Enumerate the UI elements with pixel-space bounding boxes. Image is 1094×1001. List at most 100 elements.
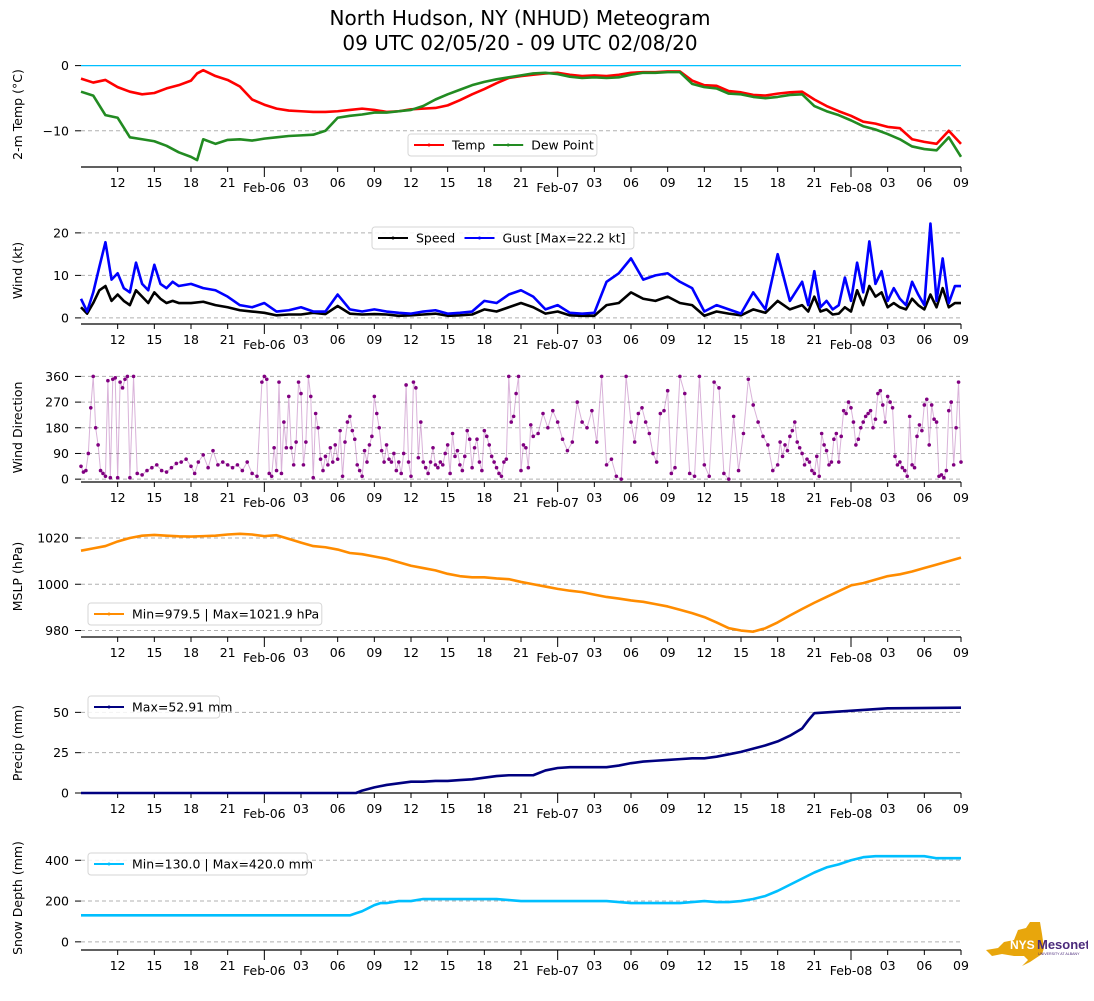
wind-direction-point: [829, 460, 834, 464]
temp-xtick-label: 15: [440, 175, 456, 190]
wind-direction-point: [448, 471, 452, 476]
temp-xtick-label: 09: [660, 175, 676, 190]
wind-direction-point: [939, 473, 944, 477]
wind-direction-point: [443, 451, 448, 456]
precip-xtick-label: 12: [696, 801, 712, 816]
wind-direction-point: [805, 457, 809, 461]
wind-direction-point: [770, 468, 775, 473]
precip-xtick-label: 21: [220, 801, 236, 816]
logo-sub-text: UNIVERSITY AT ALBANY: [1038, 952, 1080, 956]
wind-direction-point: [665, 388, 670, 393]
wind-direction-point: [159, 468, 164, 473]
wind-direction-point: [362, 448, 367, 453]
wind-direction-point: [321, 468, 325, 473]
wind-direction-point: [418, 420, 423, 424]
wind-direction-point: [814, 454, 819, 459]
wind-direction-point: [832, 437, 836, 441]
wind-direction-point: [421, 460, 426, 464]
precip-ytick-label: 50: [53, 705, 69, 720]
wind-xtick-label: 09: [953, 332, 969, 347]
wind-direction-point: [526, 465, 531, 470]
mslp-legend-box: [87, 602, 323, 626]
temp-xtick-label: 21: [806, 175, 822, 190]
wind-direction-point: [115, 475, 120, 480]
wind-direction-point: [797, 445, 802, 450]
wdir-xtick-label: 21: [220, 490, 236, 505]
wind-direction-point: [308, 394, 313, 399]
snow-ytick-label: 200: [45, 894, 69, 909]
wind-xtick-label: 03: [293, 332, 309, 347]
wind-direction-point: [169, 465, 174, 470]
wind-direction-point: [120, 386, 125, 390]
precip-ylabel: Precip (mm): [10, 705, 25, 781]
wind-direction-point: [264, 377, 269, 382]
wdir-xtick-label: 09: [953, 490, 969, 505]
snow-xtick-label: 15: [146, 958, 162, 973]
wind-direction-point: [807, 460, 812, 464]
wind-xtick-label: 06: [330, 332, 346, 347]
wind-direction-point: [893, 454, 897, 459]
wind-direction-point: [509, 420, 514, 424]
snow-xtick-label: 12: [403, 958, 419, 973]
wind-direction-point: [304, 440, 308, 444]
mslp-xtick-label: 03: [586, 645, 602, 660]
snow-xtick-label: 12: [110, 958, 126, 973]
wind-direction-point: [863, 414, 868, 419]
wind-direction-point: [514, 391, 518, 396]
wind-direction-point: [414, 386, 418, 390]
mslp-xtick-label: 12: [403, 645, 419, 660]
wind-direction-point: [929, 403, 934, 407]
wind-direction-point: [594, 440, 599, 444]
wind-direction-point: [812, 471, 817, 476]
mslp-xtick-label: Feb-08: [830, 650, 873, 665]
wind-direction-point: [662, 408, 666, 413]
wdir-xtick-label: 18: [770, 490, 786, 505]
snow-xtick-label: 03: [586, 958, 602, 973]
precip-xtick-label: 09: [366, 801, 382, 816]
snow-xtick-label: 21: [220, 958, 236, 973]
wind-direction-point: [269, 474, 274, 479]
wind-direction-point: [792, 420, 797, 424]
wind-direction-point: [330, 460, 335, 464]
snow-legend-box: [87, 852, 308, 876]
wind-direction-point: [673, 465, 677, 470]
wdir-xtick-label: Feb-07: [536, 495, 579, 510]
wdir-ytick-label: 0: [61, 472, 69, 487]
wind-direction-point: [348, 414, 352, 419]
wind-direction-point: [392, 451, 396, 456]
temp-series-1-line: [80, 70, 963, 162]
wind-direction-point: [580, 420, 584, 424]
wind-legend-label: Gust [Max=22.2 kt]: [503, 231, 626, 246]
wind-direction-point: [274, 468, 279, 473]
wind-direction-point: [374, 411, 379, 416]
wdir-ytick-label: 180: [45, 420, 69, 435]
temp-xtick-label: 03: [586, 175, 602, 190]
temp-xtick-label: 03: [880, 175, 896, 190]
wind-direction-point: [277, 380, 281, 384]
wind-direction-point: [340, 474, 345, 479]
wind-direction-point: [846, 400, 851, 404]
wind-direction-point: [465, 428, 470, 433]
wind-direction-point: [335, 457, 340, 461]
wind-direction-point: [546, 425, 550, 430]
wind-direction-point: [458, 463, 462, 467]
temp-xtick-label: 21: [513, 175, 529, 190]
wdir-ytick-label: 270: [45, 395, 69, 410]
wind-xtick-label: 06: [623, 332, 639, 347]
wdir-xtick-label: 21: [806, 490, 822, 505]
wind-direction-point: [910, 463, 914, 467]
wind-direction-point: [462, 454, 467, 459]
wind-xtick-label: 15: [146, 332, 162, 347]
wind-direction-point: [915, 434, 919, 439]
precip-xtick-label: 03: [586, 801, 602, 816]
wind-direction-point: [682, 391, 687, 396]
wind-direction-point: [920, 428, 924, 433]
wind-direction-point: [260, 380, 264, 384]
wind-direction-point: [492, 460, 496, 464]
wind-direction-point: [827, 463, 831, 467]
snow-xtick-label: Feb-08: [830, 963, 873, 978]
wdir-ylabel: Wind Direction: [10, 382, 25, 474]
wind-direction-point: [502, 460, 506, 464]
